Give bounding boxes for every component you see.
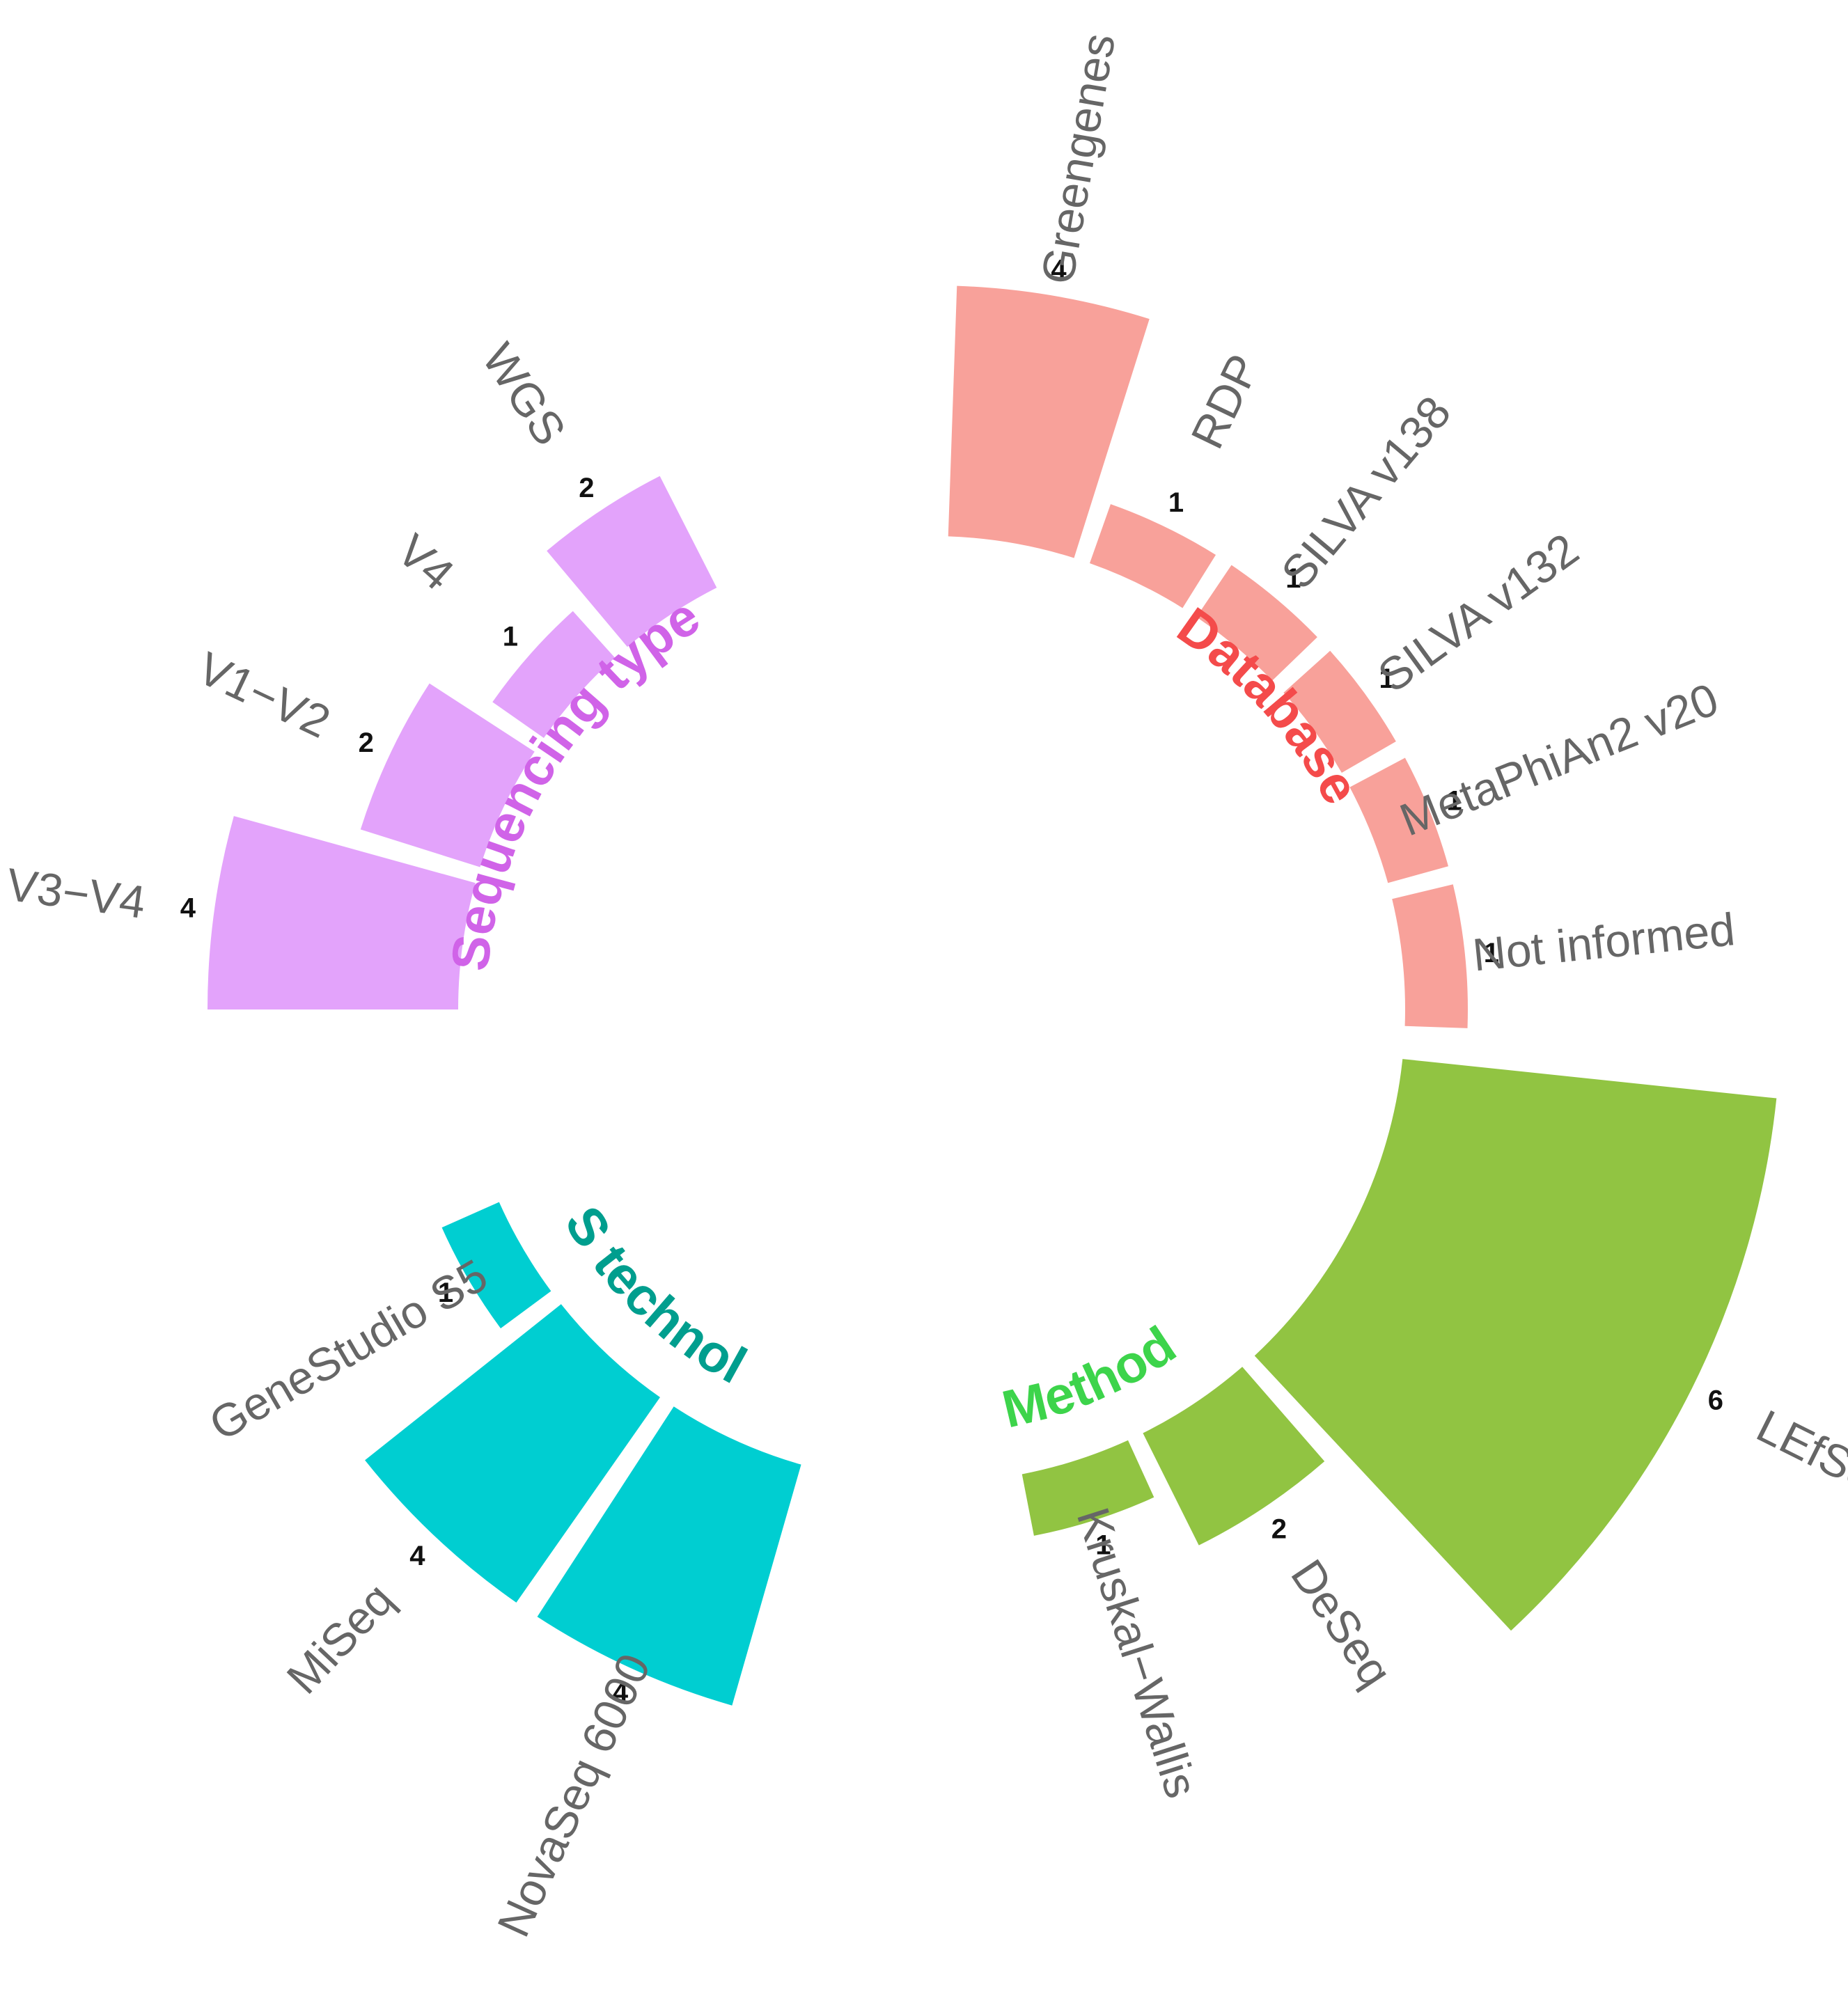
bar-silva-v138 [1196,565,1317,681]
value-label-v4: 1 [503,622,518,652]
value-label-rdp: 1 [1168,487,1184,518]
bar-greengenes [948,285,1150,558]
category-label-not-informed: Not informed [1470,903,1737,980]
category-label-deseq: DeSeq [1281,1550,1402,1696]
category-label-silva-v132: SILVA v132 [1368,523,1588,702]
category-label-greengenes: Greengenes [1031,30,1125,288]
bar-kruskal-wallis [1021,1440,1154,1536]
category-label-novaseq-6000: NovaSeq 6000 [487,1646,660,1944]
category-label-miseq: MiSeq [276,1573,403,1704]
value-label-miseq: 4 [409,1541,425,1571]
bar-v4 [492,611,615,738]
value-label-silva-v132: 1 [1379,663,1395,694]
category-label-kruskal-wallis: Kruskal−Wallis [1067,1502,1208,1804]
bar-lefse [1254,1059,1777,1631]
value-label-silva-v138: 1 [1285,563,1301,594]
value-label-genestudio-s5: 1 [438,1278,453,1308]
category-label-v3-v4: V3−V4 [3,858,148,928]
bar-not-informed [1392,884,1468,1028]
value-label-metaphian2-v20: 1 [1446,786,1462,817]
group-labels-layer: DatabaseMethodNGS technologySequencing t… [0,0,1371,1440]
category-label-v1-v2: V1−V2 [190,642,338,748]
bar-wgs [547,476,717,647]
bar-novaseq-6000 [537,1406,801,1706]
bar-v1-v2 [360,683,535,867]
value-label-v3-v4: 4 [180,893,196,924]
value-labels-layer: 4 1 1 1 1 1 6 2 1 4 4 1 4 2 1 2 [180,255,1723,1708]
value-label-deseq: 2 [1271,1514,1287,1545]
bar-miseq [365,1304,660,1603]
value-label-not-informed: 1 [1484,938,1499,968]
bars-layer [207,285,1777,1706]
category-label-v4: V4 [388,524,464,600]
value-label-greengenes: 4 [1051,255,1067,285]
group-label-method: Method [997,1315,1187,1439]
bar-silva-v132 [1283,650,1396,773]
category-label-lefse: LEfSe [1749,1399,1848,1501]
value-label-novaseq-6000: 4 [613,1677,629,1708]
category-label-silva-v138: SILVA v138 [1271,386,1460,598]
bar-rdp [1089,504,1216,608]
value-label-kruskal-wallis: 1 [1095,1530,1111,1561]
bar-v3-v4 [207,816,476,1009]
bar-metaphian2-v20 [1349,757,1448,883]
value-label-wgs: 2 [579,473,594,503]
value-label-lefse: 6 [1708,1385,1723,1415]
category-label-metaphian2-v20: MetaPhiAn2 v20 [1393,673,1725,845]
category-label-wgs: WGS [473,334,577,454]
bar-deseq [1143,1367,1325,1546]
category-label-rdp: RDP [1181,346,1269,456]
group-label-ngs-technology: NGS technology [0,0,755,1395]
bar-genestudio-s5 [441,1202,551,1329]
value-label-v1-v2: 2 [359,728,374,758]
